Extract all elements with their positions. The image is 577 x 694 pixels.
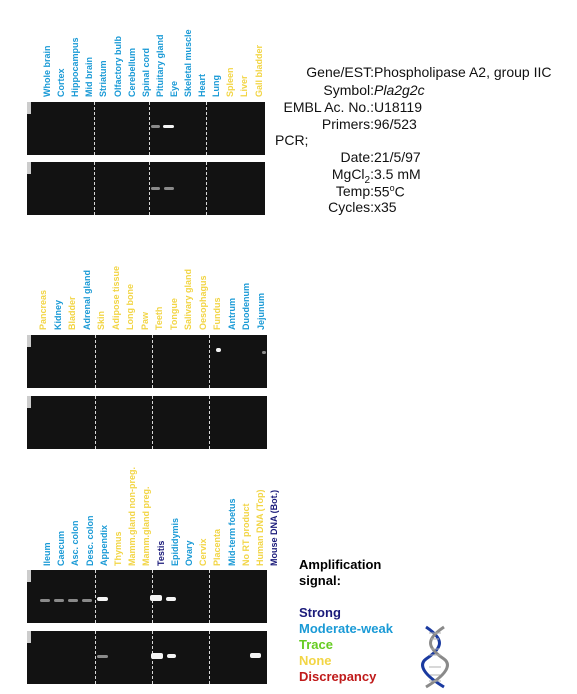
amplification-legend: Amplification signal: Strong Moderate-we… [299, 557, 393, 685]
panel1-gel-bottom [27, 162, 265, 215]
gel-band [68, 599, 78, 602]
lane-divider [209, 335, 210, 388]
lane-label: Asc. colon [70, 520, 81, 566]
lane-divider [206, 162, 207, 215]
gel-well-marker [27, 102, 31, 114]
lane-divider [209, 631, 210, 684]
legend-title-line1: Amplification [299, 557, 382, 572]
lane-label: Thymus [113, 531, 123, 566]
gel-band [150, 595, 162, 601]
cycles-label: Cycles: [328, 199, 374, 215]
legend-trace: Trace [299, 637, 333, 652]
legend-none: None [299, 653, 332, 668]
gel-well-marker [27, 570, 31, 582]
date-value: 21/5/97 [374, 149, 421, 165]
gel-band [54, 599, 64, 602]
lane-label: Testis [155, 540, 166, 566]
gel-well-marker [27, 162, 31, 174]
legend-discrepancy: Discrepancy [299, 669, 377, 684]
lane-divider [94, 162, 95, 215]
lane-label: Mamm.gland non-preg. [127, 467, 138, 566]
legend-title-line2: signal: [299, 573, 341, 588]
lane-label: Appendix [98, 524, 109, 566]
panel2-gel-bottom [27, 396, 267, 449]
lane-divider [94, 102, 95, 155]
embl-value: U18119 [374, 99, 423, 115]
dna-helix-icon [421, 625, 449, 689]
lane-label: Mouse DNA (Bot.) [269, 489, 280, 566]
lane-divider [95, 396, 96, 449]
gel-well-marker [27, 631, 31, 643]
gel-well-marker [27, 335, 31, 347]
lane-label: No RT product [240, 503, 251, 567]
lane-divider [152, 335, 153, 388]
gel-band [167, 654, 176, 658]
lane-label: Human DNA (Top) [255, 489, 265, 567]
gel-band [151, 653, 163, 659]
lane-divider [209, 570, 210, 623]
lane-label: Mid-term foetus [226, 498, 237, 567]
gel-band [166, 597, 176, 601]
lane-label: Caecum [56, 530, 67, 566]
gel-band [97, 655, 108, 658]
legend-strong: Strong [299, 605, 341, 620]
gene-label: Gene/EST: [306, 64, 374, 80]
gel-band [151, 125, 160, 128]
panel2-gel-top [27, 335, 267, 388]
lane-divider [95, 570, 96, 623]
gel-band [40, 599, 50, 602]
primers-label: Primers: [321, 116, 374, 132]
symbol-label: Symbol: [323, 82, 374, 98]
lane-divider [95, 335, 96, 388]
gel-well-marker [27, 396, 31, 408]
lane-label: Ileum [42, 542, 52, 566]
lane-label: Ovary [184, 540, 194, 566]
gel-band [97, 597, 108, 601]
gel-band [262, 351, 266, 354]
lane-divider [209, 396, 210, 449]
lane-label: Epididymis [169, 517, 180, 566]
gel-band [163, 125, 174, 128]
lane-divider [95, 631, 96, 684]
lane-label: Placenta [212, 528, 223, 566]
lane-label: Desc. colon [84, 515, 95, 566]
lane-divider [152, 396, 153, 449]
mgcl-value: 3.5 mM [374, 166, 421, 182]
lane-divider [206, 102, 207, 155]
lane-label: Cervix [198, 538, 209, 566]
pcr-label: PCR; [275, 132, 309, 148]
legend-moderate-weak: Moderate-weak [299, 621, 393, 636]
temp-value: 55oC [374, 183, 405, 200]
panel3-gel-top [27, 570, 267, 623]
panel1-gel-top [27, 102, 265, 155]
gel-band [164, 187, 174, 190]
gel-band [82, 599, 92, 602]
gel-band [216, 348, 221, 352]
gel-band [250, 653, 261, 658]
lane-label: Mamm.gland preg. [141, 486, 152, 566]
date-label: Date: [340, 149, 374, 165]
temp-label: Temp: [335, 183, 374, 199]
gel-band [151, 187, 160, 190]
lane-divider [149, 102, 150, 155]
symbol-value: Pla2g2c [374, 82, 425, 98]
embl-label: EMBL Ac. No.: [283, 99, 374, 115]
gene-value: Phospholipase A2, group IIC [374, 64, 552, 80]
mgcl-label: MgCl2: [331, 166, 374, 186]
panel3-gel-bottom [27, 631, 267, 684]
cycles-value: x35 [374, 199, 397, 215]
lane-divider [149, 162, 150, 215]
primers-value: 96/523 [374, 116, 417, 132]
